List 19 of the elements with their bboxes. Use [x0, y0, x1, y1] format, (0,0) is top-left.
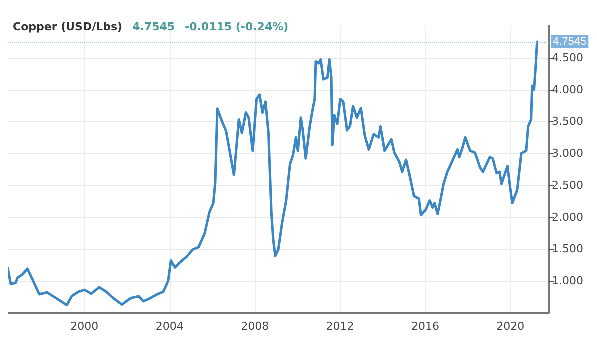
line-series — [8, 40, 539, 307]
y-tick-label: 2.000 — [552, 210, 584, 224]
y-tick-label: 4.500 — [552, 51, 584, 64]
annotation: 4.7545 — [132, 20, 176, 34]
x-tick-label: 2000 — [70, 320, 99, 333]
chart-title: Copper (USD/Lbs) — [13, 20, 123, 34]
x-tick-label: 2012 — [326, 320, 354, 333]
x-tick-label: 2016 — [411, 320, 440, 333]
x-tick-label: 2004 — [156, 320, 184, 333]
ref-line-label: 4.7545 — [553, 36, 587, 48]
y-tick-label: 1.000 — [552, 274, 584, 288]
annotation: -0.0115 (-0.24%) — [185, 20, 289, 34]
y-tick-label: 4.000 — [552, 83, 584, 96]
x-tick-label: 2020 — [496, 320, 525, 333]
y-tick-label: 1.500 — [552, 242, 584, 256]
y-tick-label: 3.500 — [552, 115, 584, 128]
x-tick-label: 2008 — [241, 320, 270, 333]
y-tick-label: 2.500 — [552, 178, 584, 192]
y-tick-label: 3.000 — [552, 147, 584, 160]
